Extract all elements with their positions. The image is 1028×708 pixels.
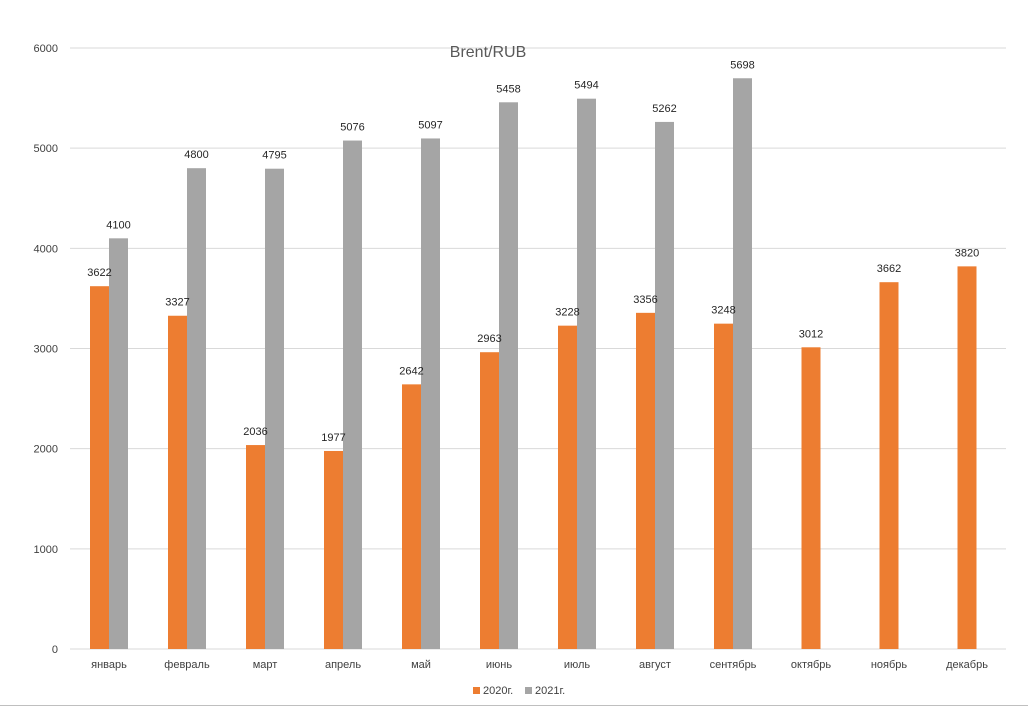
- bar-series1: [402, 384, 421, 649]
- x-tick-label: август: [639, 659, 671, 671]
- gridlines: [70, 47, 1006, 650]
- x-axis-ticks: январь февраль март апрель май июнь июль август…: [91, 659, 988, 671]
- bar-series1: [957, 266, 977, 649]
- x-tick-label: январь: [91, 659, 127, 671]
- data-label-series2: 5076: [340, 122, 364, 134]
- chart-title: Brent/RUB: [450, 44, 526, 61]
- bars: [90, 78, 977, 650]
- bar-series2: [655, 121, 674, 650]
- bar-series1: [636, 312, 655, 649]
- legend-swatch-2: [525, 687, 532, 694]
- bar-series1: [168, 315, 187, 649]
- bar-series1: [558, 325, 577, 649]
- bar-series1: [879, 282, 899, 649]
- data-label-series2: 4800: [184, 149, 208, 161]
- bar-series1: [324, 450, 343, 649]
- x-tick-label: апрель: [325, 659, 361, 671]
- bar-series1: [246, 445, 265, 649]
- y-tick-label: 2000: [34, 444, 58, 456]
- data-label-series1: 2642: [399, 365, 423, 377]
- y-tick-label: 3000: [34, 344, 58, 356]
- legend: 2020г. 2021г.: [473, 685, 565, 697]
- x-tick-label: октябрь: [791, 659, 831, 671]
- frame-bottom-border: [0, 705, 1028, 706]
- data-label-series2: 5494: [574, 80, 598, 92]
- data-label-series1: 3662: [877, 263, 901, 275]
- y-tick-label: 1000: [34, 544, 58, 556]
- bar-series2: [499, 102, 518, 649]
- data-label-series2: 4100: [106, 219, 130, 231]
- data-label-series2: 5698: [730, 59, 754, 71]
- x-tick-label: июль: [564, 659, 591, 671]
- x-tick-label: май: [411, 659, 431, 671]
- data-label-series1: 3327: [165, 297, 189, 309]
- x-tick-label: февраль: [164, 659, 210, 671]
- data-label-series1: 3228: [555, 307, 579, 319]
- x-tick-label: декабрь: [946, 659, 988, 671]
- bar-series2: [577, 98, 596, 650]
- data-label-series1: 3248: [711, 305, 735, 317]
- bar-series1: [801, 347, 821, 649]
- data-label-series2: 4795: [262, 150, 286, 162]
- x-tick-label: сентябрь: [710, 659, 757, 671]
- bar-series2: [343, 140, 362, 649]
- data-label-series1: 2036: [243, 426, 267, 438]
- y-tick-label: 5000: [34, 143, 58, 155]
- y-tick-label: 6000: [34, 43, 58, 55]
- legend-swatch-1: [473, 687, 480, 694]
- y-axis-ticks: 0 1000 2000 3000 4000 5000 6000: [34, 43, 58, 656]
- data-labels: 3622 4100 3327 4800 2036 4795 1977 5076 2642 5097…: [87, 59, 979, 444]
- bar-series2: [733, 78, 752, 649]
- data-label-series1: 1977: [321, 432, 345, 444]
- bar-series2: [187, 168, 206, 649]
- y-tick-label: 4000: [34, 243, 58, 255]
- bar-series1: [714, 323, 733, 649]
- legend-label-2: 2021г.: [535, 685, 565, 697]
- data-label-series1: 3356: [633, 294, 657, 306]
- data-label-series2: 5097: [418, 119, 442, 131]
- x-tick-label: июнь: [486, 659, 512, 671]
- data-label-series1: 3820: [955, 247, 979, 259]
- data-label-series2: 5458: [496, 83, 520, 95]
- data-label-series2: 5262: [652, 103, 676, 115]
- legend-label-1: 2020г.: [483, 685, 513, 697]
- bar-series1: [90, 286, 109, 649]
- bar-series2: [109, 238, 128, 650]
- bar-series1: [480, 352, 499, 649]
- x-tick-label: март: [253, 659, 278, 671]
- bar-series2: [265, 168, 284, 649]
- data-label-series1: 3622: [87, 267, 111, 279]
- bar-series2: [421, 138, 440, 649]
- y-tick-label: 0: [52, 644, 58, 656]
- x-tick-label: ноябрь: [871, 659, 908, 671]
- data-label-series1: 3012: [799, 328, 823, 340]
- data-label-series1: 2963: [477, 333, 501, 345]
